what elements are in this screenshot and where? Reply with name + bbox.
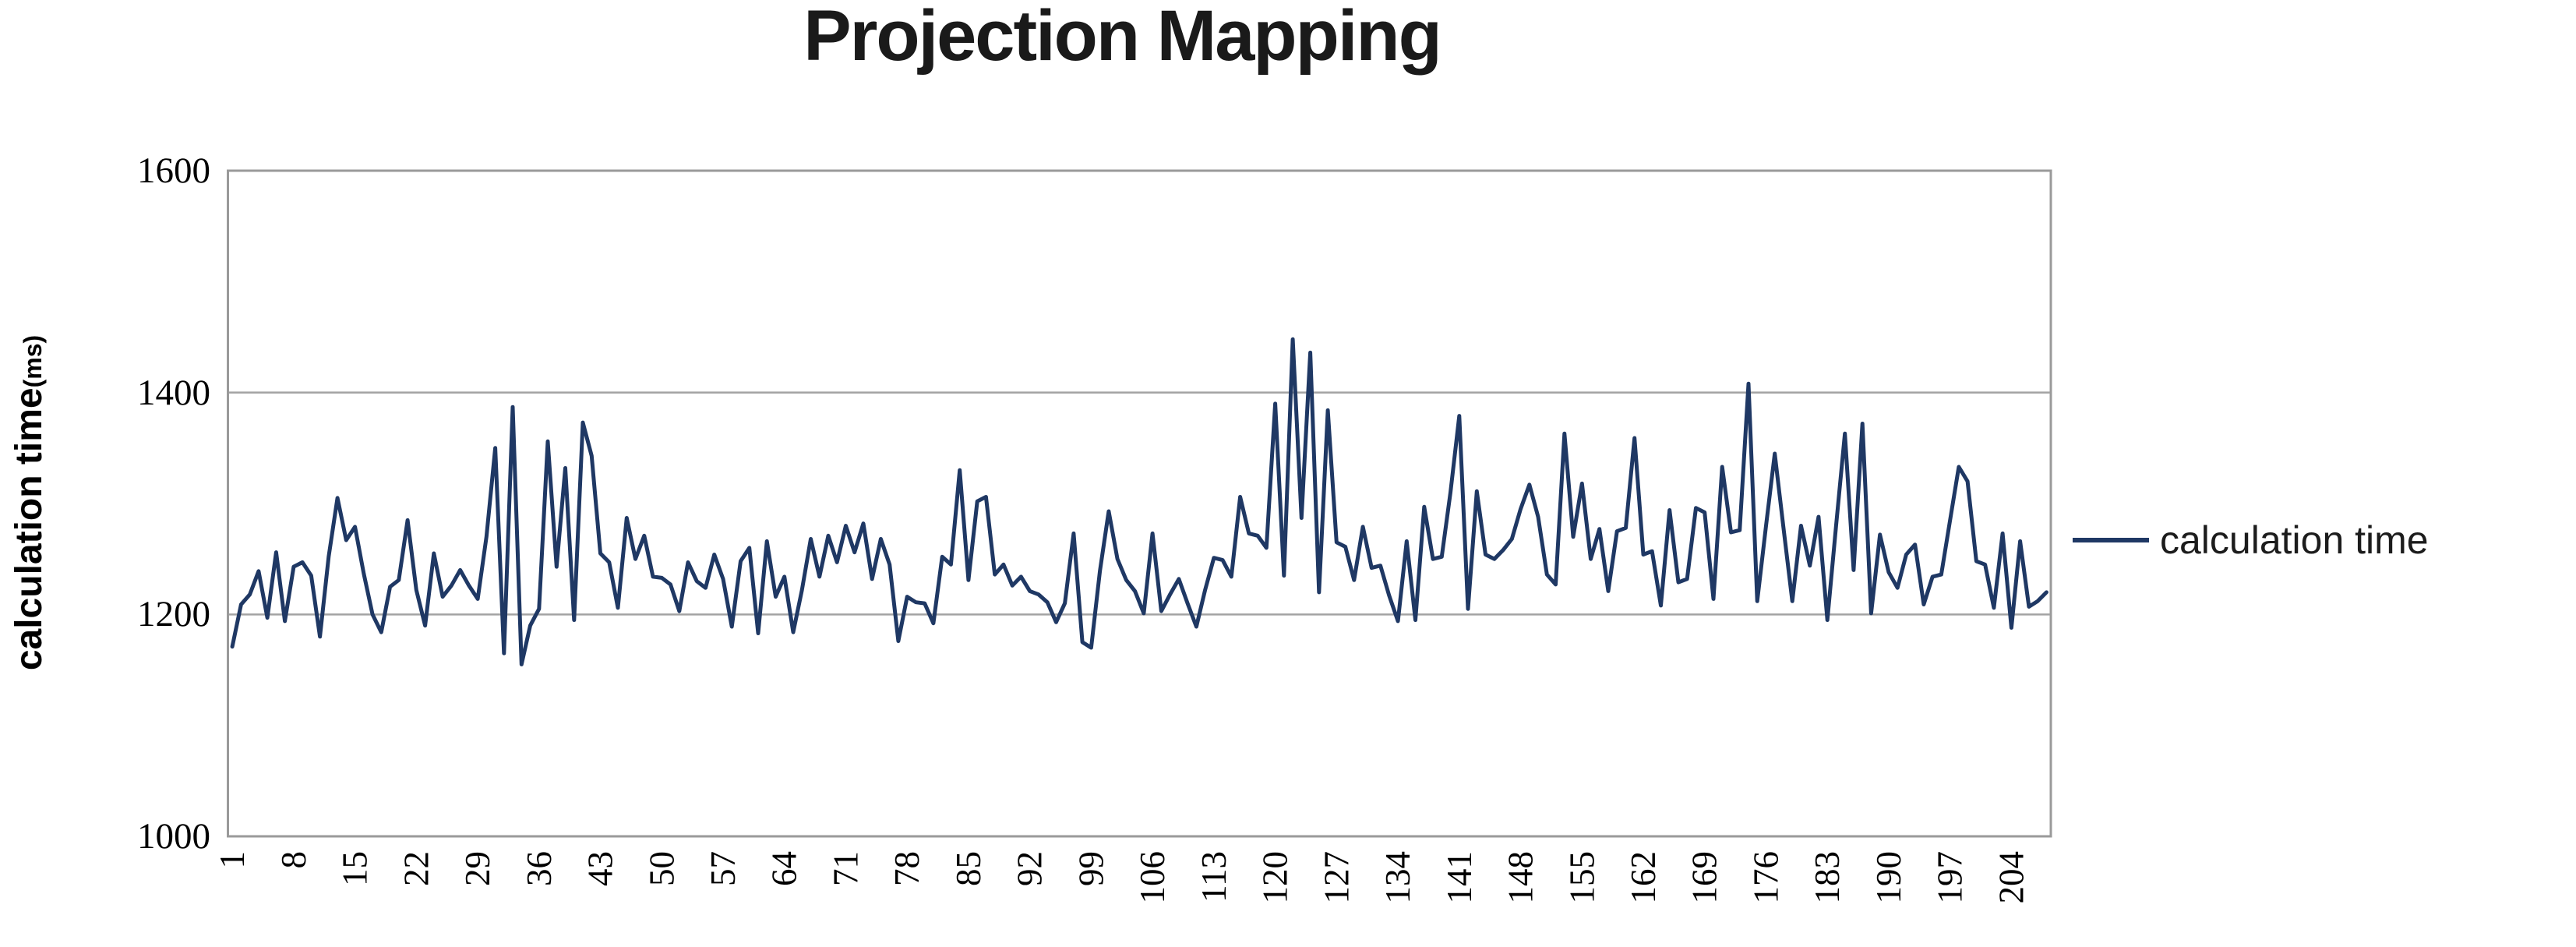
y-axis-title: calculation time(ms) (7, 277, 52, 729)
x-tick-label: 71 (826, 851, 865, 886)
x-tick-label: 64 (765, 851, 804, 886)
x-tick-label: 15 (336, 851, 375, 886)
x-tick-label: 1 (213, 851, 252, 869)
x-tick-label: 190 (1869, 851, 1908, 904)
x-tick-label: 92 (1011, 851, 1050, 886)
x-tick-label: 8 (274, 851, 313, 869)
x-tick-label: 127 (1317, 851, 1356, 904)
y-axis-unit: (ms) (19, 334, 47, 388)
x-tick-label: 204 (1992, 851, 2031, 904)
x-tick-label: 22 (397, 851, 436, 886)
x-tick-label: 50 (642, 851, 681, 886)
legend-label: calculation time (2160, 518, 2429, 562)
x-tick-label: 162 (1624, 851, 1663, 904)
x-tick-label: 155 (1562, 851, 1601, 904)
x-tick-label: 29 (458, 851, 497, 886)
x-tick-label: 141 (1440, 851, 1479, 904)
x-tick-label: 183 (1808, 851, 1847, 904)
x-tick-label: 78 (887, 851, 926, 886)
calculation-time-line (230, 337, 2048, 666)
y-tick-label: 1400 (137, 373, 210, 413)
y-tick-label: 1000 (137, 816, 210, 857)
x-tick-label: 99 (1071, 851, 1110, 886)
x-tick-label: 106 (1133, 851, 1172, 904)
x-tick-label: 57 (704, 851, 743, 886)
x-tick-label: 169 (1685, 851, 1724, 904)
y-tick-label: 1600 (137, 150, 210, 191)
x-tick-label: 36 (520, 851, 559, 886)
legend-line-swatch (2073, 538, 2149, 542)
x-tick-label: 113 (1194, 851, 1233, 903)
x-tick-label: 176 (1746, 851, 1785, 904)
x-tick-label: 134 (1378, 851, 1417, 904)
x-tick-label: 85 (949, 851, 988, 886)
plot-border (227, 169, 2052, 838)
y-axis-title-text: calculation time (9, 387, 50, 671)
y-tick-label: 1200 (137, 594, 210, 634)
x-tick-label: 197 (1931, 851, 1970, 904)
x-tick-label: 43 (581, 851, 620, 886)
x-tick-label: 148 (1501, 851, 1540, 904)
legend: calculation time (2073, 518, 2429, 563)
x-tick-label: 120 (1256, 851, 1295, 904)
chart-title: Projection Mapping (803, 0, 1442, 76)
